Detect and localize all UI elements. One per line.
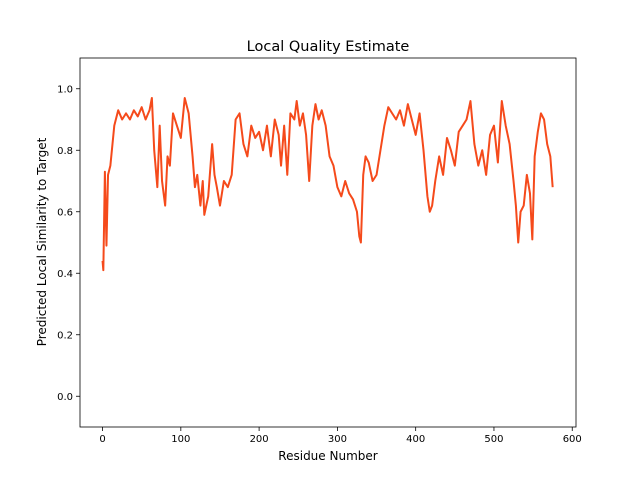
x-tick-label: 0 <box>99 434 105 445</box>
x-axis-label: Residue Number <box>278 449 377 463</box>
x-tick-label: 100 <box>171 434 190 445</box>
y-axis-label: Predicted Local Similarity to Target <box>35 137 49 346</box>
y-tick-label: 1.0 <box>57 84 73 95</box>
y-tick-label: 0.8 <box>57 146 73 157</box>
x-tick-label: 300 <box>328 434 347 445</box>
x-tick-label: 500 <box>484 434 503 445</box>
data-line <box>101 96 554 272</box>
y-tick-label: 0.6 <box>57 207 73 218</box>
y-tick-label: 0.4 <box>57 269 73 280</box>
y-tick-label: 0.0 <box>57 392 73 403</box>
plot-frame <box>79 57 577 428</box>
chart-title: Local Quality Estimate <box>247 39 410 55</box>
x-tick-label: 600 <box>563 434 582 445</box>
x-tick-label: 200 <box>250 434 269 445</box>
x-tick-label: 400 <box>406 434 425 445</box>
y-tick-label: 0.2 <box>57 330 73 341</box>
